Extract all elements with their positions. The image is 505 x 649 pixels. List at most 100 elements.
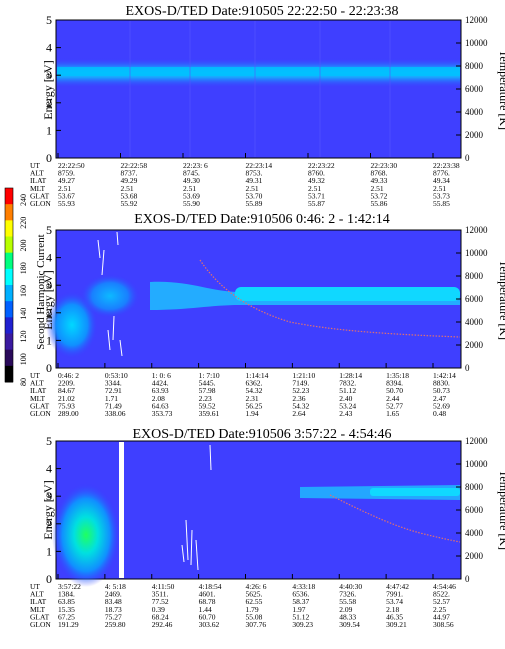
y2tick-label: 6000: [465, 505, 484, 515]
panel-3: EXOS-D/TED Date:910506 3:57:22 - 4:54:46…: [30, 427, 505, 629]
y2tick-label: 0: [465, 363, 470, 373]
table-cell: 49.32: [308, 176, 325, 185]
y2tick-label: 6000: [465, 84, 484, 94]
table-cell: 3344.: [105, 379, 122, 388]
table-cell: 8745.: [183, 169, 200, 178]
table-cell: 0.39: [152, 605, 165, 614]
row-label: ILAT: [30, 176, 47, 185]
table-cell: 22:23:22: [308, 161, 335, 170]
row-label: GLON: [30, 199, 51, 208]
table-cell: 48.33: [339, 612, 356, 621]
table-cell: 54.32: [246, 386, 263, 395]
table-cell: 308.56: [433, 620, 454, 629]
y2tick-label: 10000: [465, 38, 488, 48]
colorbar-tick-label: 240: [19, 194, 28, 206]
table-cell: 68.78: [199, 597, 216, 606]
ytick-label: 0: [46, 572, 52, 586]
y2tick-label: 12000: [465, 436, 488, 446]
table-cell: 359.61: [199, 409, 220, 418]
table-cell: 1:14:14: [246, 371, 269, 380]
table-cell: 53.72: [371, 191, 388, 200]
table-cell: 2.51: [371, 184, 384, 193]
table-cell: 2.25: [433, 605, 446, 614]
table-cell: 49.33: [371, 176, 388, 185]
colorbar-swatch: [5, 188, 13, 205]
table-cell: 54.32: [292, 401, 309, 410]
table-cell: 1:21:10: [292, 371, 315, 380]
table-cell: 62.55: [246, 597, 263, 606]
colorbar-label: Second Harmonic Current: [35, 234, 47, 349]
table-cell: 55.85: [433, 199, 450, 208]
table-cell: 52.23: [292, 386, 309, 395]
ytick-label: 2: [46, 517, 52, 531]
table-cell: 7149.: [292, 379, 309, 388]
table-cell: 53.68: [121, 191, 138, 200]
table-cell: 4601.: [199, 590, 216, 599]
table-cell: 2469.: [105, 590, 122, 599]
ytick-label: 4: [46, 41, 52, 55]
table-cell: 7326.: [339, 590, 356, 599]
table-cell: 7832.: [339, 379, 356, 388]
table-cell: 8522.: [433, 590, 450, 599]
colorbar-swatch: [5, 333, 13, 351]
table-cell: 72.91: [105, 386, 122, 395]
table-cell: 259.80: [105, 620, 126, 629]
table-cell: 2.51: [308, 184, 321, 193]
table-cell: 3511.: [152, 590, 169, 599]
table-cell: 7991.: [386, 590, 403, 599]
y2tick-label: 12000: [465, 15, 488, 25]
panel-2-title: EXOS-D/TED Date:910506 0:46: 2 - 1:42:14: [134, 212, 389, 227]
table-cell: 60.70: [199, 612, 216, 621]
panel-1-title: EXOS-D/TED Date:910505 22:22:50 - 22:23:…: [126, 4, 399, 19]
panel-2-y2ticks: 0 2000 4000 6000 8000 10000 12000: [456, 225, 488, 373]
table-cell: 53.67: [58, 191, 75, 200]
table-cell: 1384.: [58, 590, 75, 599]
table-cell: 1.97: [292, 605, 305, 614]
table-cell: 50.70: [386, 386, 403, 395]
table-cell: 8394.: [386, 379, 403, 388]
table-cell: 56.25: [246, 401, 263, 410]
row-label: ILAT: [30, 386, 47, 395]
table-cell: 75.27: [105, 612, 122, 621]
table-cell: 2.51: [121, 184, 134, 193]
table-cell: 55.08: [246, 612, 263, 621]
ytick-label: 4: [46, 462, 52, 476]
table-cell: 1.94: [246, 409, 259, 418]
ytick-label: 0: [46, 151, 52, 165]
table-cell: 4: 5:18: [105, 582, 126, 591]
table-cell: 2.40: [339, 394, 352, 403]
row-label: GLON: [30, 620, 51, 629]
table-cell: 2.09: [339, 605, 352, 614]
table-cell: 83.48: [105, 597, 122, 606]
y2tick-label: 0: [465, 153, 470, 163]
ytick-label: 1: [46, 333, 52, 347]
table-cell: 49.31: [246, 176, 263, 185]
colorbar-swatch: [5, 301, 13, 318]
colorbar-tick-label: 100: [19, 353, 28, 365]
colorbar-swatch: [5, 317, 13, 334]
panel-2: EXOS-D/TED Date:910506 0:46: 2 - 1:42:14…: [30, 212, 505, 418]
y2tick-label: 2000: [465, 551, 484, 561]
table-cell: 8776.: [433, 169, 450, 178]
table-cell: 49.29: [121, 176, 138, 185]
table-cell: 53.71: [308, 191, 325, 200]
colorbar-swatches: [4, 187, 14, 383]
table-cell: 8737.: [121, 169, 138, 178]
panel-3-low-energy-blob: [52, 483, 120, 587]
table-cell: 53.74: [386, 597, 403, 606]
ytick-label: 5: [46, 223, 52, 237]
panel-2-energy-band-core: [235, 287, 460, 301]
colorbar-tick-label: 120: [19, 331, 28, 343]
table-cell: 8830.: [433, 379, 450, 388]
colorbar-swatch: [5, 268, 13, 286]
table-cell: 51.12: [292, 612, 309, 621]
row-label: GLON: [30, 409, 51, 418]
table-cell: 1:42:14: [433, 371, 456, 380]
table-cell: 64.63: [152, 401, 169, 410]
table-cell: 55.93: [58, 199, 75, 208]
table-cell: 75.93: [58, 401, 75, 410]
y2tick-label: 6000: [465, 294, 484, 304]
panel-1: EXOS-D/TED Date:910505 22:22:50 - 22:23:…: [30, 4, 505, 208]
table-cell: 338.06: [105, 409, 126, 418]
